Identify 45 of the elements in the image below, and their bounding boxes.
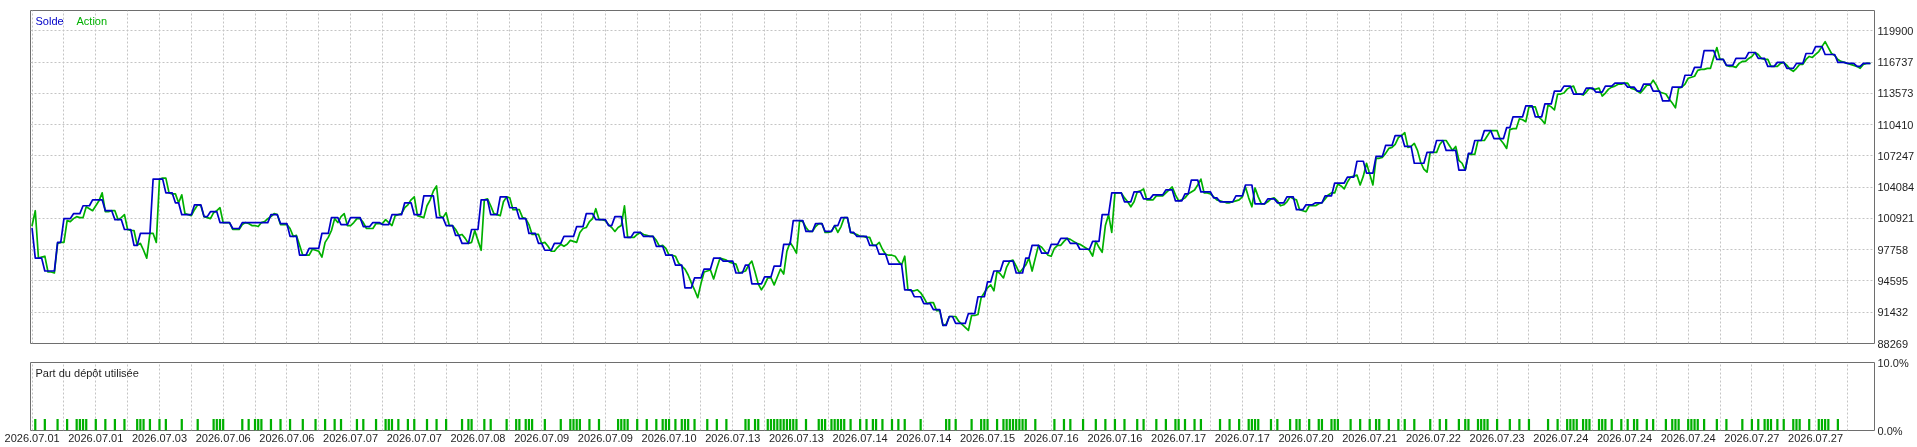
x-tick-label: 2026.07.24 — [1596, 431, 1653, 444]
x-tick-label: 2026.07.07 — [386, 431, 442, 444]
x-tick-label: 2026.07.21 — [1342, 431, 1398, 444]
x-tick-label: 2026.07.24 — [1660, 431, 1716, 444]
x-tick-label: 2026.07.09 — [514, 431, 570, 444]
y-tick-label: 94595 — [1877, 274, 1909, 287]
y-tick-label: 113573 — [1877, 87, 1914, 100]
y-tick-label: 97758 — [1877, 243, 1909, 256]
text: Solde — [35, 14, 64, 27]
x-tick-label: 2026.07.17 — [1151, 431, 1207, 444]
y-tick-label: 91432 — [1877, 306, 1909, 319]
x-tick-label: 2026.07.06 — [195, 431, 251, 444]
chart-title: Part du dépôt utilisée — [35, 366, 139, 379]
x-tick-label: 2026.07.17 — [1214, 431, 1270, 444]
y-tick-label: 119900 — [1877, 24, 1914, 37]
text: Action — [76, 14, 108, 27]
x-tick-label: 2026.07.10 — [641, 431, 697, 444]
x-tick-label: 2026.07.14 — [832, 431, 888, 444]
x-tick-label: 2026.07.22 — [1405, 431, 1461, 444]
x-tick-label: 2026.07.13 — [768, 431, 824, 444]
x-tick-label: 2026.07.23 — [1469, 431, 1525, 444]
x-tick-label: 2026.07.01 — [68, 431, 124, 444]
y-tick-label: 88269 — [1877, 337, 1909, 350]
y-tick-label: 104084 — [1877, 181, 1915, 194]
x-tick-label: 2026.07.09 — [577, 431, 633, 444]
y-tick-label: 0.0% — [1877, 424, 1903, 437]
x-tick-label: 2026.07.03 — [131, 431, 188, 444]
x-tick-label: 2026.07.15 — [960, 431, 1016, 444]
y-tick-label: 10.0% — [1877, 356, 1909, 369]
x-tick-label: 2026.07.27 — [1724, 431, 1780, 444]
x-tick-label: 2026.07.24 — [1533, 431, 1589, 444]
x-tick-label: 2026.07.06 — [259, 431, 315, 444]
x-tick-label: 2026.07.08 — [450, 431, 506, 444]
y-tick-label: 107247 — [1877, 149, 1915, 162]
x-tick-label: 2026.07.01 — [4, 431, 60, 444]
x-tick-label: 2026.07.20 — [1278, 431, 1334, 444]
x-tick-label: 2026.07.16 — [1023, 431, 1079, 444]
x-tick-label: 2026.07.27 — [1788, 431, 1844, 444]
x-tick-label: 2026.07.16 — [1087, 431, 1143, 444]
x-tick-label: 2026.07.13 — [705, 431, 761, 444]
x-tick-label: 2026.07.07 — [323, 431, 379, 444]
y-tick-label: 100921 — [1877, 212, 1915, 225]
y-tick-label: 116737 — [1877, 56, 1914, 69]
y-tick-label: 110410 — [1877, 118, 1914, 131]
x-tick-label: 2026.07.14 — [896, 431, 952, 444]
